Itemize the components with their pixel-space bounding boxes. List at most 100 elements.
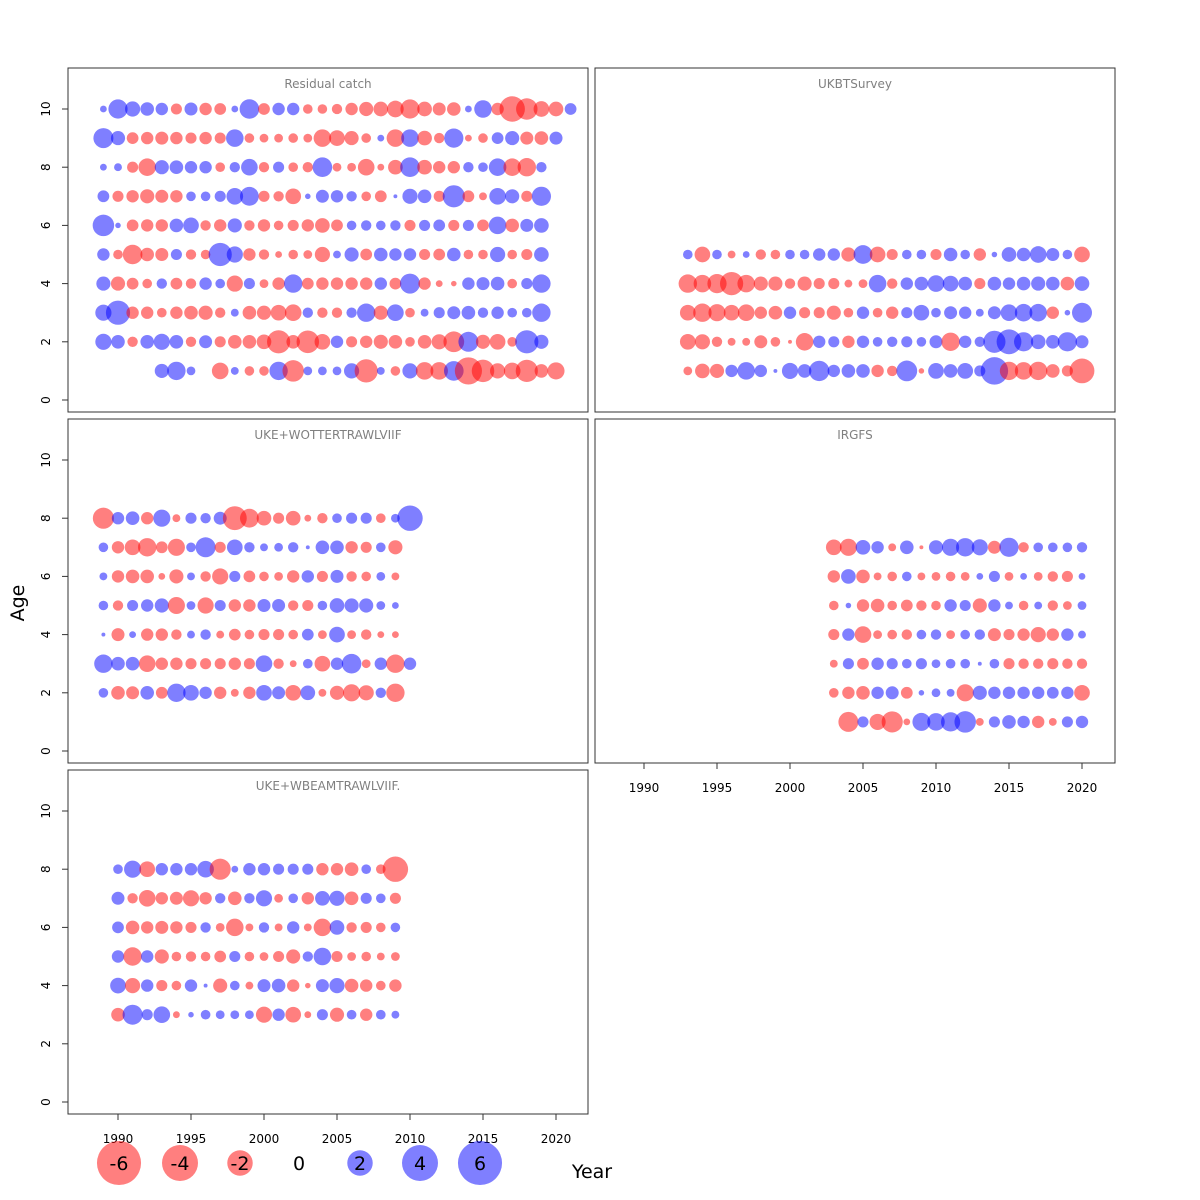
- bubble: [547, 362, 565, 380]
- bubble: [332, 162, 342, 172]
- bubble: [770, 249, 781, 260]
- bubble: [167, 596, 185, 615]
- bubble: [856, 686, 870, 700]
- bubble: [781, 362, 799, 379]
- bubble: [405, 307, 415, 318]
- bubble: [1061, 686, 1074, 699]
- bubble: [1075, 715, 1089, 729]
- bubble: [317, 307, 328, 318]
- bubble: [359, 101, 374, 117]
- bubble: [903, 718, 911, 726]
- bubble: [186, 542, 196, 553]
- bubble: [98, 600, 109, 611]
- bubble: [184, 102, 198, 116]
- bubble: [783, 306, 797, 319]
- x-tick-label: 1995: [702, 781, 733, 795]
- bubble: [945, 571, 956, 582]
- bubble: [489, 187, 506, 205]
- bubble: [97, 190, 110, 203]
- bubble: [243, 278, 255, 290]
- bubble: [827, 364, 840, 378]
- panel-frame: [67, 769, 589, 1115]
- bubble: [288, 133, 299, 143]
- bubble: [258, 103, 270, 115]
- bubble: [887, 365, 898, 377]
- bubble: [345, 102, 358, 116]
- bubble: [946, 688, 955, 697]
- bubble: [1069, 358, 1095, 384]
- bubble: [170, 921, 183, 934]
- bubble: [754, 306, 767, 319]
- bubble: [288, 542, 299, 553]
- bubble: [825, 539, 842, 556]
- bubble: [187, 572, 195, 581]
- bubble: [330, 335, 344, 348]
- bubble: [1004, 572, 1014, 581]
- panel-0: Residual catch 0 2 4 6 8 10: [39, 67, 589, 413]
- legend-label: 2: [354, 1153, 366, 1175]
- bubble: [1077, 601, 1087, 610]
- bubble: [360, 277, 373, 290]
- bubble: [230, 688, 239, 697]
- bubble: [243, 863, 256, 876]
- bubble: [799, 307, 811, 319]
- bubble: [1034, 601, 1043, 610]
- bubble: [200, 1009, 211, 1020]
- bubble: [931, 659, 941, 669]
- bubble: [209, 858, 231, 880]
- bubble: [549, 131, 563, 145]
- bubble: [331, 950, 343, 963]
- bubble: [313, 947, 332, 966]
- bubble: [478, 162, 488, 173]
- bubble: [532, 274, 551, 293]
- bubble: [809, 360, 830, 382]
- bubble: [534, 364, 549, 378]
- bubble: [127, 599, 139, 612]
- bubble: [345, 277, 358, 290]
- bubble: [126, 219, 139, 232]
- bubble: [361, 951, 372, 962]
- bubble: [138, 158, 156, 176]
- bubble: [127, 893, 138, 904]
- bubble: [959, 335, 972, 348]
- bubble: [215, 278, 226, 289]
- bubble: [375, 220, 386, 231]
- bubble: [273, 220, 284, 231]
- bubble: [315, 890, 330, 906]
- bubble: [943, 247, 958, 262]
- bubbles: [678, 245, 1095, 385]
- bubble: [111, 570, 125, 583]
- bubble: [257, 979, 271, 993]
- bubble: [1029, 303, 1047, 322]
- bubble: [259, 366, 269, 376]
- bubble: [115, 222, 121, 229]
- bubble: [330, 190, 344, 203]
- y-tick-label: 0: [39, 747, 53, 755]
- bubble: [314, 655, 331, 672]
- bubble: [259, 571, 269, 582]
- bubble: [361, 864, 372, 875]
- bubble: [214, 541, 226, 553]
- bubble: [389, 892, 401, 904]
- bubble: [1003, 658, 1015, 670]
- bubble: [329, 890, 345, 906]
- bubble: [988, 686, 1001, 699]
- bubble: [927, 713, 945, 731]
- bubble: [314, 246, 330, 263]
- bubble: [886, 306, 899, 319]
- bubble: [287, 219, 299, 231]
- bubble: [329, 626, 345, 643]
- bubble: [347, 630, 356, 639]
- bubble: [185, 132, 197, 144]
- bubble: [357, 158, 375, 176]
- bubble: [199, 102, 212, 116]
- bubble: [111, 512, 125, 525]
- bubble: [360, 1008, 373, 1021]
- bubble: [361, 133, 372, 143]
- bubble: [387, 304, 404, 322]
- bubble: [373, 334, 388, 349]
- bubble: [433, 219, 446, 232]
- bubble: [871, 364, 884, 378]
- bubble: [928, 540, 944, 555]
